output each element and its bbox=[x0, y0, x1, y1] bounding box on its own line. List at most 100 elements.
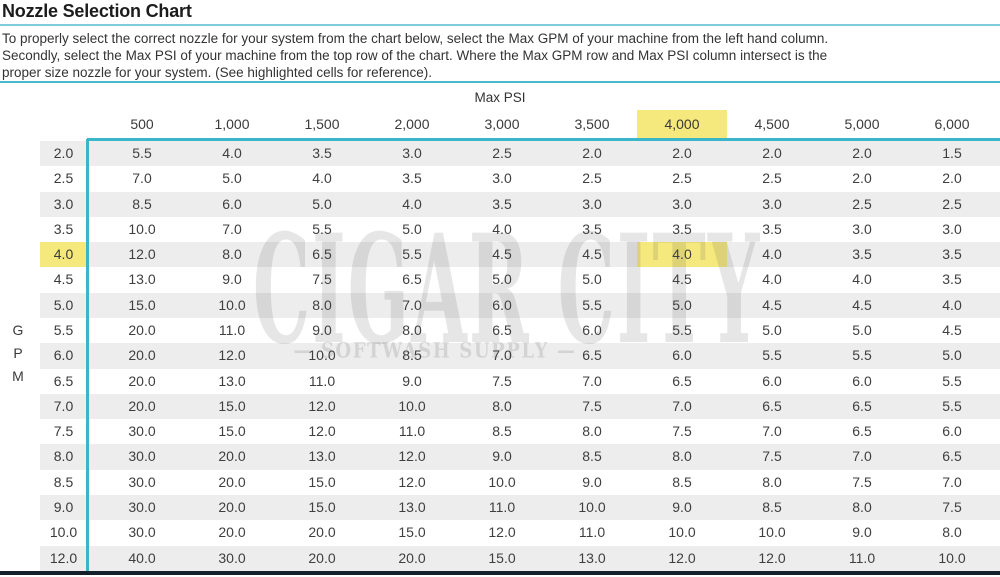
nozzle-cell: 8.5 bbox=[672, 473, 692, 490]
nozzle-cell: 9.0 bbox=[582, 473, 602, 490]
nozzle-cell: 7.0 bbox=[672, 397, 692, 414]
table-row: 4.5 13.0 9.0 7.5 6.5 5.0 5.0 4.5 4.0 4.0 3.5 bbox=[40, 267, 1000, 292]
nozzle-cell: 10.0 bbox=[398, 397, 426, 414]
nozzle-cell: 6.0 bbox=[852, 372, 872, 389]
nozzle-cell: 5.5 bbox=[672, 321, 692, 338]
table-row: 6.0 20.0 12.0 10.0 8.5 7.0 6.5 6.0 5.5 5.5 5.0 bbox=[40, 343, 1000, 369]
nozzle-cell: 2.0 bbox=[672, 145, 692, 161]
nozzle-cell: 10.0 bbox=[308, 347, 336, 364]
nozzle-cell: 13.0 bbox=[128, 271, 156, 288]
gpm-row-label: 7.5 bbox=[53, 423, 74, 440]
nozzle-cell: 3.0 bbox=[672, 195, 692, 212]
nozzle-cell: 2.5 bbox=[582, 170, 602, 187]
nozzle-cell: 7.0 bbox=[132, 170, 152, 187]
table-left-border bbox=[86, 139, 89, 571]
nozzle-cell: 20.0 bbox=[128, 321, 156, 338]
nozzle-cell: 12.0 bbox=[668, 549, 696, 566]
nozzle-cell: 7.0 bbox=[852, 448, 872, 465]
table-row: 9.0 30.0 20.0 15.0 13.0 11.0 10.0 9.0 8.5 8.0 7.5 bbox=[40, 494, 1000, 521]
nozzle-cell: 2.5 bbox=[492, 145, 512, 161]
nozzle-cell: 12.0 bbox=[308, 423, 336, 440]
nozzle-cell: 10.0 bbox=[218, 296, 246, 313]
nozzle-cell: 6.0 bbox=[222, 195, 242, 212]
nozzle-cell: 8.0 bbox=[942, 524, 962, 541]
table-row: 3.5 10.0 7.0 5.5 5.0 4.0 3.5 3.5 3.5 3.0 3.0 bbox=[40, 217, 1000, 242]
nozzle-cell: 2.5 bbox=[852, 195, 872, 212]
nozzle-cell: 4.5 bbox=[582, 246, 602, 263]
table-row: 12.0 40.0 30.0 20.0 20.0 15.0 13.0 12.0 12.0 11.0… bbox=[40, 545, 1000, 571]
gpm-row-label: 9.0 bbox=[53, 498, 74, 515]
nozzle-cell: 2.0 bbox=[852, 170, 872, 187]
nozzle-cell: 4.0 bbox=[762, 271, 782, 288]
nozzle-cell: 7.5 bbox=[672, 423, 692, 440]
nozzle-cell: 3.0 bbox=[492, 170, 512, 187]
table-row: 3.0 8.5 6.0 5.0 4.0 3.5 3.0 3.0 3.0 2.5 2.5 bbox=[40, 191, 1000, 217]
gpm-row-label: 5.5 bbox=[53, 321, 74, 338]
nozzle-cell: 9.0 bbox=[402, 372, 422, 389]
table-row: 4.0 12.0 8.0 6.5 5.5 4.5 4.5 4.0 4.0 3.5 3.5 bbox=[40, 242, 1000, 268]
nozzle-cell: 7.0 bbox=[492, 347, 512, 364]
nozzle-cell: 15.0 bbox=[398, 524, 426, 541]
nozzle-cell: 6.5 bbox=[582, 347, 602, 364]
page-title: Nozzle Selection Chart bbox=[2, 1, 192, 21]
nozzle-cell: 3.5 bbox=[762, 220, 782, 237]
nozzle-cell: 13.0 bbox=[578, 549, 606, 566]
nozzle-cell: 6.5 bbox=[312, 246, 332, 263]
gpm-row-label: 4.5 bbox=[53, 271, 74, 288]
nozzle-cell: 30.0 bbox=[128, 473, 156, 490]
nozzle-cell: 4.0 bbox=[762, 246, 782, 263]
nozzle-cell: 2.0 bbox=[762, 145, 782, 161]
nozzle-cell: 5.0 bbox=[852, 321, 872, 338]
nozzle-cell: 2.0 bbox=[582, 145, 602, 161]
nozzle-cell: 5.0 bbox=[762, 321, 782, 338]
nozzle-cell: 10.0 bbox=[578, 498, 606, 515]
gpm-row-label: 7.0 bbox=[53, 397, 74, 414]
gpm-row-label: 2.0 bbox=[53, 145, 74, 161]
nozzle-cell: 6.5 bbox=[402, 271, 422, 288]
nozzle-cell: 4.5 bbox=[852, 296, 872, 313]
nozzle-cell: 7.0 bbox=[762, 423, 782, 440]
nozzle-cell: 6.5 bbox=[852, 423, 872, 440]
psi-column-header: 5,000 bbox=[844, 116, 880, 132]
nozzle-cell: 6.0 bbox=[492, 296, 512, 313]
nozzle-cell: 10.0 bbox=[488, 473, 516, 490]
nozzle-cell: 30.0 bbox=[128, 498, 156, 515]
nozzle-cell: 7.5 bbox=[582, 397, 602, 414]
nozzle-cell: 10.0 bbox=[758, 524, 786, 541]
nozzle-cell: 5.0 bbox=[402, 220, 422, 237]
instructions-divider bbox=[0, 81, 1000, 83]
footer-bar bbox=[0, 571, 1000, 575]
nozzle-cell: 11.0 bbox=[218, 321, 246, 338]
nozzle-cell: 4.5 bbox=[942, 321, 962, 338]
nozzle-cell: 7.0 bbox=[942, 473, 962, 490]
nozzle-cell: 9.0 bbox=[312, 321, 332, 338]
psi-header-row: 500 1,000 1,500 2,000 3,000 3,500 4,000 4,500 5,… bbox=[97, 110, 997, 139]
nozzle-cell: 8.0 bbox=[312, 296, 332, 313]
nozzle-cell: 4.0 bbox=[402, 195, 422, 212]
nozzle-cell: 12.0 bbox=[488, 524, 516, 541]
nozzle-cell: 9.0 bbox=[852, 524, 872, 541]
nozzle-cell: 9.0 bbox=[492, 448, 512, 465]
table-row: 2.0 5.5 4.0 3.5 3.0 2.5 2.0 2.0 2.0 2.0 1.5 bbox=[40, 141, 1000, 167]
nozzle-cell: 5.0 bbox=[582, 271, 602, 288]
nozzle-cell: 3.0 bbox=[582, 195, 602, 212]
nozzle-cell: 11.0 bbox=[578, 524, 606, 541]
nozzle-cell: 3.0 bbox=[762, 195, 782, 212]
nozzle-cell: 12.0 bbox=[398, 473, 426, 490]
nozzle-cell: 3.5 bbox=[402, 170, 422, 187]
nozzle-cell: 13.0 bbox=[218, 372, 246, 389]
nozzle-cell: 20.0 bbox=[218, 498, 246, 515]
nozzle-cell: 7.5 bbox=[762, 448, 782, 465]
nozzle-cell: 5.5 bbox=[312, 220, 332, 237]
nozzle-cell: 5.5 bbox=[132, 145, 152, 161]
nozzle-cell: 5.5 bbox=[852, 347, 872, 364]
nozzle-cell: 9.0 bbox=[672, 498, 692, 515]
title-divider bbox=[0, 24, 1000, 26]
nozzle-cell: 20.0 bbox=[218, 448, 246, 465]
nozzle-cell: 15.0 bbox=[218, 423, 246, 440]
nozzle-cell: 7.0 bbox=[402, 296, 422, 313]
nozzle-cell: 4.5 bbox=[672, 271, 692, 288]
nozzle-cell: 4.0 bbox=[492, 220, 512, 237]
nozzle-cell: 12.0 bbox=[758, 549, 786, 566]
max-psi-axis-label: Max PSI bbox=[474, 90, 526, 105]
